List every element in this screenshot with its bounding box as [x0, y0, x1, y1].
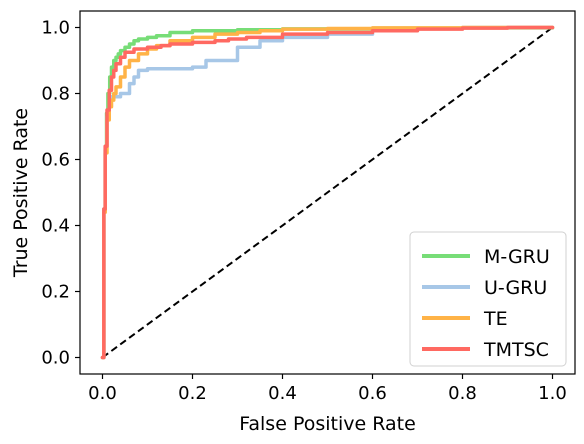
x-tick-label: 0.4	[268, 383, 297, 404]
legend-box	[409, 231, 567, 367]
y-axis-label: True Positive Rate	[10, 108, 32, 278]
x-tick-label: 1.0	[538, 383, 567, 404]
x-tick-label: 0.8	[448, 383, 477, 404]
plot-area	[100, 25, 555, 360]
axes-frame	[79, 10, 576, 375]
series-line-te	[100, 25, 555, 360]
x-axis-label: False Positive Rate	[239, 413, 416, 435]
legend-label-tmtsc: TMTSC	[483, 339, 549, 361]
y-tick-label: 0.2	[41, 282, 70, 303]
y-tick-label: 0.0	[41, 348, 70, 369]
y-tick-label: 0.4	[41, 216, 70, 237]
legend: M-GRU U-GRU TE TMTSC	[409, 231, 567, 367]
y-tick-label: 0.8	[41, 84, 70, 105]
x-tick-label: 0.6	[358, 383, 387, 404]
legend-label-m-gru: M-GRU	[484, 246, 550, 268]
diagonal-reference-line	[101, 26, 554, 359]
x-tick-label: 0.0	[88, 383, 117, 404]
series-line-tmtsc	[100, 25, 555, 360]
x-tick-label: 0.2	[178, 383, 207, 404]
y-tick-label: 1.0	[41, 18, 70, 39]
axis-ticks: 0.0 0.2 0.4 0.6 0.8 1.0 0.0 0.2 0.4 0.6 0.8 1.0	[41, 18, 566, 405]
legend-label-te: TE	[483, 308, 508, 330]
legend-label-u-gru: U-GRU	[484, 277, 547, 299]
series-lines	[100, 25, 555, 360]
y-tick-label: 0.6	[41, 150, 70, 171]
